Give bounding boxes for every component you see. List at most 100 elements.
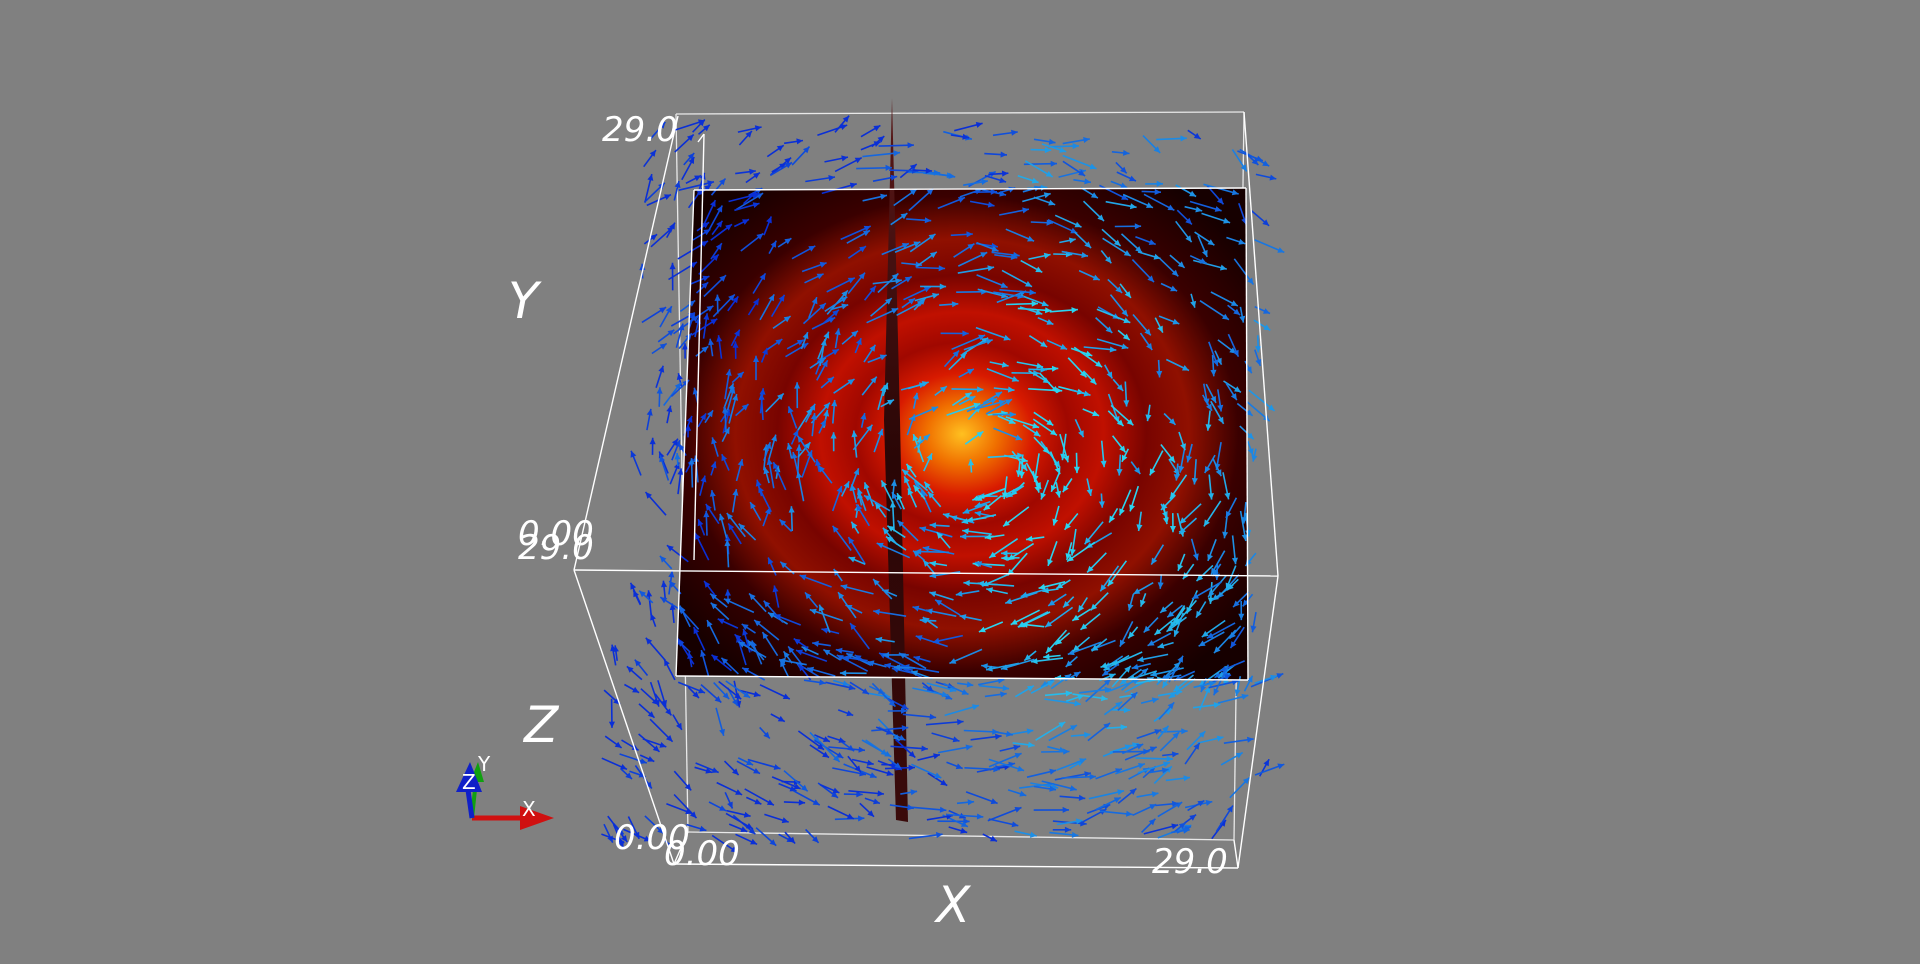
vector-glyph-head <box>1149 804 1157 810</box>
vector-glyph-head <box>909 189 917 196</box>
bounding-box-front <box>573 111 1279 869</box>
vector-glyph-head <box>990 835 997 842</box>
vector-glyph-head <box>1053 460 1061 468</box>
vector-glyph-head <box>1069 548 1076 556</box>
vector-glyph-head <box>788 646 795 654</box>
vector-glyph-head <box>948 172 956 179</box>
vector-glyph-head <box>1009 411 1016 418</box>
vector-glyph-head <box>1072 644 1080 652</box>
vector-glyph-head <box>1109 515 1116 523</box>
vector-glyph-head <box>929 251 937 259</box>
vector-glyph-head <box>1206 632 1214 639</box>
vector-glyph-head <box>1018 471 1025 479</box>
vector-glyph-head <box>857 488 863 496</box>
vector-glyph-head <box>833 755 840 762</box>
vector-glyph-head <box>707 180 714 187</box>
vector-glyph-head <box>1120 182 1128 189</box>
vector-glyph-head <box>991 242 998 249</box>
vector-glyph-head <box>724 534 731 542</box>
vector-glyph-head <box>849 182 857 189</box>
vector-glyph-head <box>1055 638 1063 645</box>
vector-glyph-head <box>858 815 865 822</box>
vector-glyph-head <box>773 764 781 770</box>
vector-glyph-head <box>962 133 969 140</box>
vector-glyph-head <box>1046 319 1054 325</box>
vector-glyph-head <box>811 297 818 305</box>
vector-glyph-head <box>699 825 707 832</box>
vector-glyph-head <box>1230 641 1237 649</box>
vector-glyph-head <box>1100 695 1108 702</box>
vector-glyph-head <box>1149 746 1157 753</box>
vector-glyph-head <box>1177 563 1184 571</box>
vector-glyph-head <box>718 513 725 521</box>
vector-glyph-head <box>822 751 829 758</box>
vector-glyph-head <box>732 341 739 348</box>
vector-glyph-head <box>877 428 884 436</box>
vector-glyph-head <box>870 376 877 384</box>
vector-glyph-head <box>1031 658 1038 665</box>
vector-glyph-head <box>1070 725 1077 731</box>
vector-glyph-head <box>1123 400 1130 407</box>
vector-glyph-head <box>912 392 919 400</box>
vector-glyph-head <box>908 298 915 305</box>
vector-glyph-head <box>993 766 1000 773</box>
vector-glyph-head <box>1001 550 1008 557</box>
vector-glyph-head <box>1067 555 1074 562</box>
vector-glyph-head <box>660 597 668 604</box>
triad-x-label: X <box>522 797 536 821</box>
vector-glyph-head <box>1178 465 1185 473</box>
vector-glyph-head <box>1089 773 1096 780</box>
vector-glyph-head <box>682 343 689 350</box>
vector-glyph-head <box>649 437 656 445</box>
vector-glyph-head <box>1062 485 1069 493</box>
vector-glyph-head <box>676 722 682 730</box>
vector-glyph-head <box>725 224 732 231</box>
vector-glyph-head <box>804 442 811 450</box>
vector-glyph-head <box>1046 219 1053 226</box>
vector-glyph-head <box>887 399 894 406</box>
vector-glyph-head <box>926 608 933 615</box>
vector-glyph-head <box>812 799 820 805</box>
scalar-slice-vertical <box>884 98 908 822</box>
vector-glyph-head <box>1239 315 1246 323</box>
vector-glyph-head <box>894 762 902 769</box>
vector-glyph-head <box>1146 343 1153 350</box>
vector-glyph-head <box>1058 722 1066 728</box>
vector-glyph-head <box>886 770 894 776</box>
vector-glyph-head <box>1104 679 1111 686</box>
vector-glyph-head <box>1242 777 1250 785</box>
vector-glyph-head <box>821 360 828 368</box>
vector-glyph-head <box>911 670 919 677</box>
vector-glyph-head <box>721 454 728 462</box>
vector-glyph-head <box>1027 685 1034 692</box>
vector-glyph-head <box>885 164 892 171</box>
vector-glyph-head <box>963 818 970 825</box>
vector-glyph-head <box>1204 466 1211 473</box>
vector-glyph-head <box>955 590 963 597</box>
vector-glyph-head <box>877 790 884 797</box>
vector-glyph-head <box>836 752 844 758</box>
vector-glyph-head <box>1234 689 1241 696</box>
vector-glyph-head <box>1043 252 1051 259</box>
vector-glyph-head <box>873 609 880 615</box>
vector-glyph-head <box>1212 569 1219 577</box>
vector-glyph-head <box>1078 430 1084 438</box>
vector-glyph-head <box>1119 639 1126 647</box>
vector-glyph-head <box>1092 410 1100 417</box>
vector-glyph-head <box>1013 744 1021 751</box>
vector-glyph-head <box>1055 490 1062 498</box>
vector-glyph-head <box>701 346 709 353</box>
vector-glyph-head <box>1000 691 1007 698</box>
vector-glyph-head <box>1217 197 1224 205</box>
vector-glyph-head <box>1084 771 1091 778</box>
vector-glyph-head <box>1200 685 1207 693</box>
vector-glyph-head <box>1267 404 1275 411</box>
vector-glyph-head <box>960 533 967 540</box>
vector-glyph-head <box>867 810 874 817</box>
vector-glyph-head <box>1173 684 1181 692</box>
vector-glyph-head <box>931 406 939 413</box>
vector-glyph-head <box>819 679 826 686</box>
vector-glyph-head <box>882 651 890 658</box>
